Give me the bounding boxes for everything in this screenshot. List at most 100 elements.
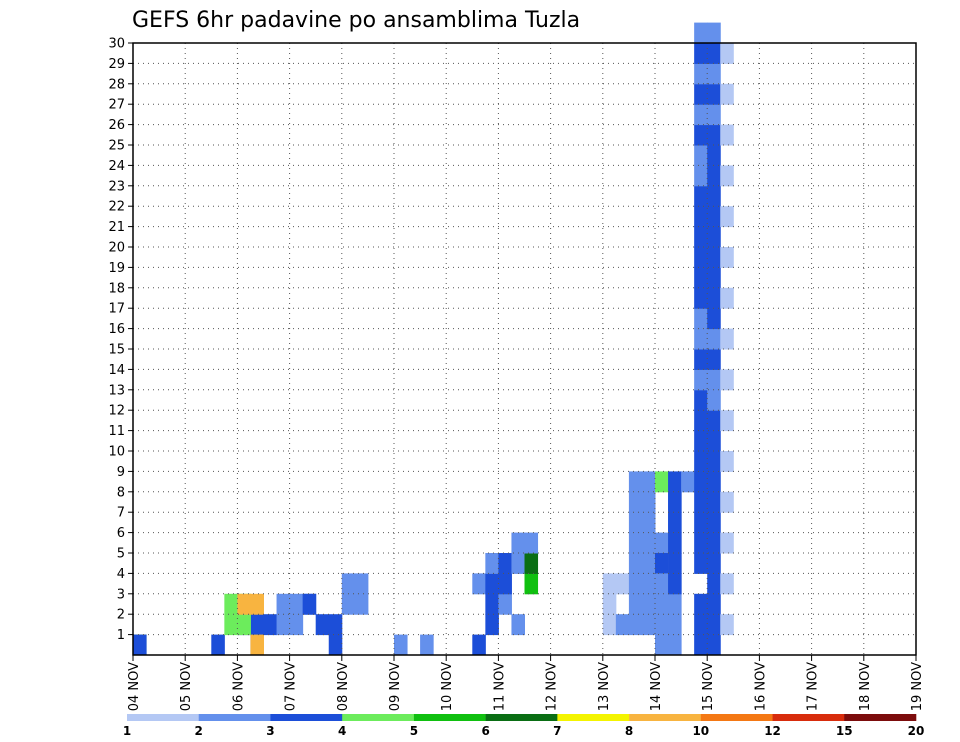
x-tick-label: 09 NOV bbox=[388, 662, 403, 711]
heatmap-cell bbox=[211, 634, 225, 656]
heatmap-cell bbox=[707, 43, 721, 64]
heatmap-cell bbox=[485, 573, 499, 595]
heatmap-cell bbox=[707, 226, 721, 248]
heatmap-cell bbox=[694, 226, 708, 248]
x-tick-label: 15 NOV bbox=[701, 662, 716, 711]
heatmap-cell bbox=[628, 593, 643, 615]
colorbar-segment bbox=[629, 714, 702, 721]
x-tick-label: 17 NOV bbox=[806, 662, 821, 711]
colorbar-label: 5 bbox=[410, 724, 418, 738]
y-tick-label: 16 bbox=[108, 322, 125, 337]
heatmap-cell bbox=[694, 287, 708, 309]
heatmap-cells bbox=[133, 22, 734, 656]
y-tick-label: 29 bbox=[108, 57, 125, 72]
heatmap-cell bbox=[707, 593, 721, 615]
y-tick-label: 23 bbox=[108, 179, 125, 194]
x-tick-label: 04 NOV bbox=[127, 662, 142, 711]
y-tick-label: 8 bbox=[117, 485, 125, 500]
plot-frame bbox=[132, 42, 917, 656]
heatmap-cell bbox=[224, 593, 238, 615]
heatmap-cell bbox=[707, 165, 721, 187]
heatmap-cell bbox=[302, 593, 317, 615]
heatmap-cell bbox=[720, 165, 734, 187]
heatmap-cell bbox=[668, 512, 682, 534]
heatmap-cell bbox=[720, 328, 734, 350]
heatmap-cell bbox=[720, 614, 734, 636]
heatmap-cell bbox=[655, 471, 669, 493]
heatmap-cell bbox=[394, 634, 408, 656]
heatmap-cell bbox=[694, 267, 708, 289]
y-tick-label: 24 bbox=[108, 159, 125, 174]
y-tick-label: 13 bbox=[108, 383, 125, 398]
heatmap-cell bbox=[472, 634, 486, 656]
heatmap-cell bbox=[498, 553, 512, 574]
y-tick-label: 26 bbox=[108, 118, 125, 133]
heatmap-cell bbox=[628, 614, 643, 636]
colorbar-segment bbox=[844, 714, 917, 721]
heatmap-cell bbox=[641, 593, 656, 615]
heatmap-cell bbox=[707, 22, 721, 44]
heatmap-cell bbox=[720, 532, 734, 554]
heatmap-cell bbox=[707, 247, 721, 268]
y-tick-label: 1 bbox=[117, 628, 125, 643]
colorbar-segment bbox=[198, 714, 271, 721]
heatmap-cell bbox=[707, 512, 721, 534]
heatmap-cell bbox=[694, 104, 708, 126]
heatmap-cell bbox=[263, 614, 278, 636]
heatmap-cell bbox=[694, 165, 708, 187]
heatmap-cell bbox=[133, 634, 147, 656]
heatmap-cell bbox=[328, 634, 343, 656]
heatmap-cell bbox=[237, 593, 251, 615]
heatmap-cell bbox=[694, 389, 708, 411]
heatmap-cell bbox=[289, 593, 304, 615]
heatmap-cell bbox=[485, 614, 499, 636]
colorbar-segment bbox=[127, 714, 200, 721]
colorbar-segment bbox=[413, 714, 486, 721]
heatmap-cell bbox=[628, 471, 643, 493]
heatmap-cell bbox=[707, 104, 721, 126]
colorbar-label: 3 bbox=[266, 724, 274, 738]
heatmap-cell bbox=[668, 532, 682, 554]
heatmap-cell bbox=[694, 43, 708, 64]
y-tick-label: 4 bbox=[117, 567, 125, 582]
colorbar-label: 20 bbox=[908, 724, 925, 738]
heatmap-cell bbox=[707, 267, 721, 289]
heatmap-cell bbox=[694, 614, 708, 636]
heatmap-cell bbox=[694, 369, 708, 391]
heatmap-cell bbox=[707, 83, 721, 105]
x-tick-label: 13 NOV bbox=[597, 662, 612, 711]
x-tick-label: 12 NOV bbox=[545, 662, 560, 711]
heatmap-cell bbox=[707, 287, 721, 309]
heatmap-cell bbox=[655, 614, 669, 636]
heatmap-cell bbox=[602, 614, 617, 636]
y-tick-label: 7 bbox=[117, 506, 125, 521]
heatmap-cell bbox=[250, 614, 264, 636]
colorbar-segment bbox=[700, 714, 773, 721]
heatmap-cell bbox=[276, 614, 291, 636]
heatmap-cell bbox=[707, 451, 721, 472]
heatmap-cell bbox=[694, 83, 708, 105]
heatmap-cell bbox=[328, 614, 343, 636]
heatmap-cell bbox=[641, 471, 656, 493]
heatmap-cell bbox=[694, 247, 708, 268]
heatmap-cell bbox=[694, 410, 708, 432]
y-tick-label: 25 bbox=[108, 139, 125, 154]
heatmap-cell bbox=[511, 553, 525, 574]
heatmap-cell bbox=[694, 308, 708, 330]
heatmap-cell bbox=[485, 553, 499, 574]
heatmap-cell bbox=[224, 614, 238, 636]
heatmap-cell bbox=[498, 593, 512, 615]
y-tick-label: 12 bbox=[108, 404, 125, 419]
y-tick-label: 15 bbox=[108, 343, 125, 358]
heatmap-cell bbox=[655, 593, 669, 615]
colorbar-label: 10 bbox=[692, 724, 709, 738]
x-tick-label: 11 NOV bbox=[492, 662, 507, 711]
heatmap-cell bbox=[354, 593, 369, 615]
chart-title: GEFS 6hr padavine po ansamblima Tuzla bbox=[132, 8, 580, 33]
heatmap-cell bbox=[341, 573, 356, 595]
y-axis: 1234567891011121314151617181920212223242… bbox=[108, 37, 133, 643]
heatmap-cell bbox=[641, 532, 656, 554]
x-tick-label: 14 NOV bbox=[649, 662, 664, 711]
heatmap-cell bbox=[524, 573, 539, 595]
